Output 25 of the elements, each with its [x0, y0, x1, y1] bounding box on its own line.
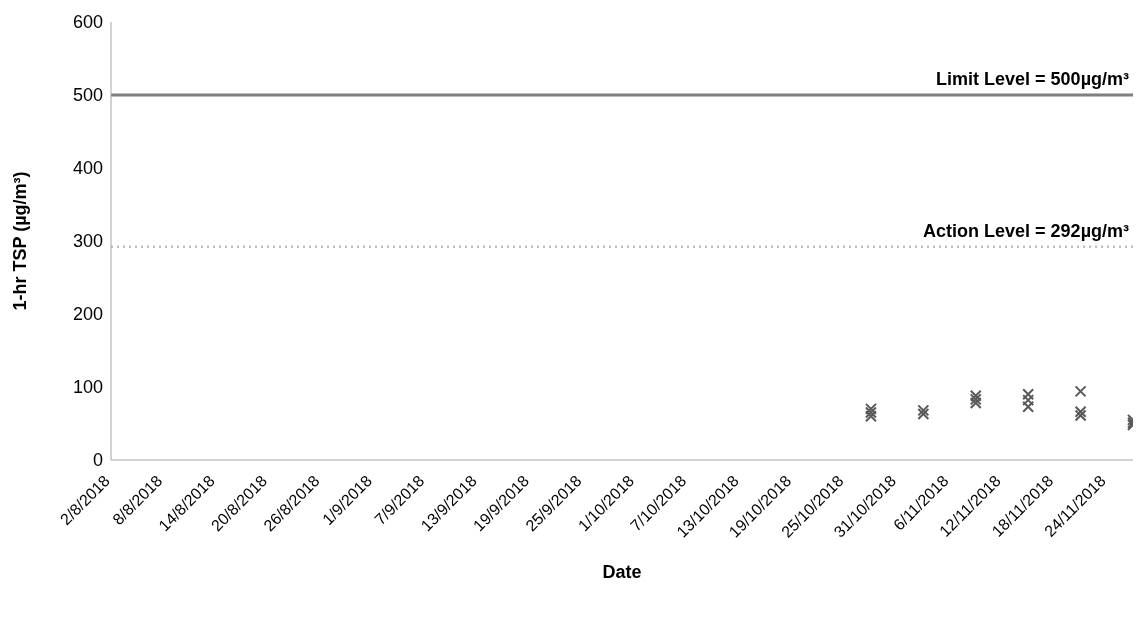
y-tick-label: 0: [92, 450, 103, 471]
x-axis-title: Date: [602, 562, 642, 582]
y-tick-label: 300: [72, 231, 103, 252]
point: [1022, 388, 1035, 401]
y-tick-label: 400: [72, 158, 103, 179]
point: [1074, 385, 1087, 398]
y-tick-label: 500: [72, 85, 103, 106]
point: [1074, 409, 1087, 422]
point: [917, 404, 930, 417]
point: [1022, 394, 1035, 407]
point: [969, 389, 982, 402]
point: [1022, 400, 1035, 413]
point: [864, 402, 877, 415]
point: [864, 410, 877, 423]
y-tick-label: 100: [72, 377, 103, 398]
point: [1074, 405, 1087, 418]
ref-line-label: Action Level = 292µg/m³: [923, 220, 1129, 241]
y-tick-label: 200: [72, 304, 103, 325]
y-tick-label: 600: [72, 12, 103, 33]
point: [917, 408, 930, 421]
point: [864, 406, 877, 419]
y-axis-title: 1-hr TSP (µg/m³): [10, 171, 31, 311]
point: [969, 397, 982, 410]
point: [969, 393, 982, 406]
ref-line-label: Limit Level = 500µg/m³: [936, 69, 1130, 89]
